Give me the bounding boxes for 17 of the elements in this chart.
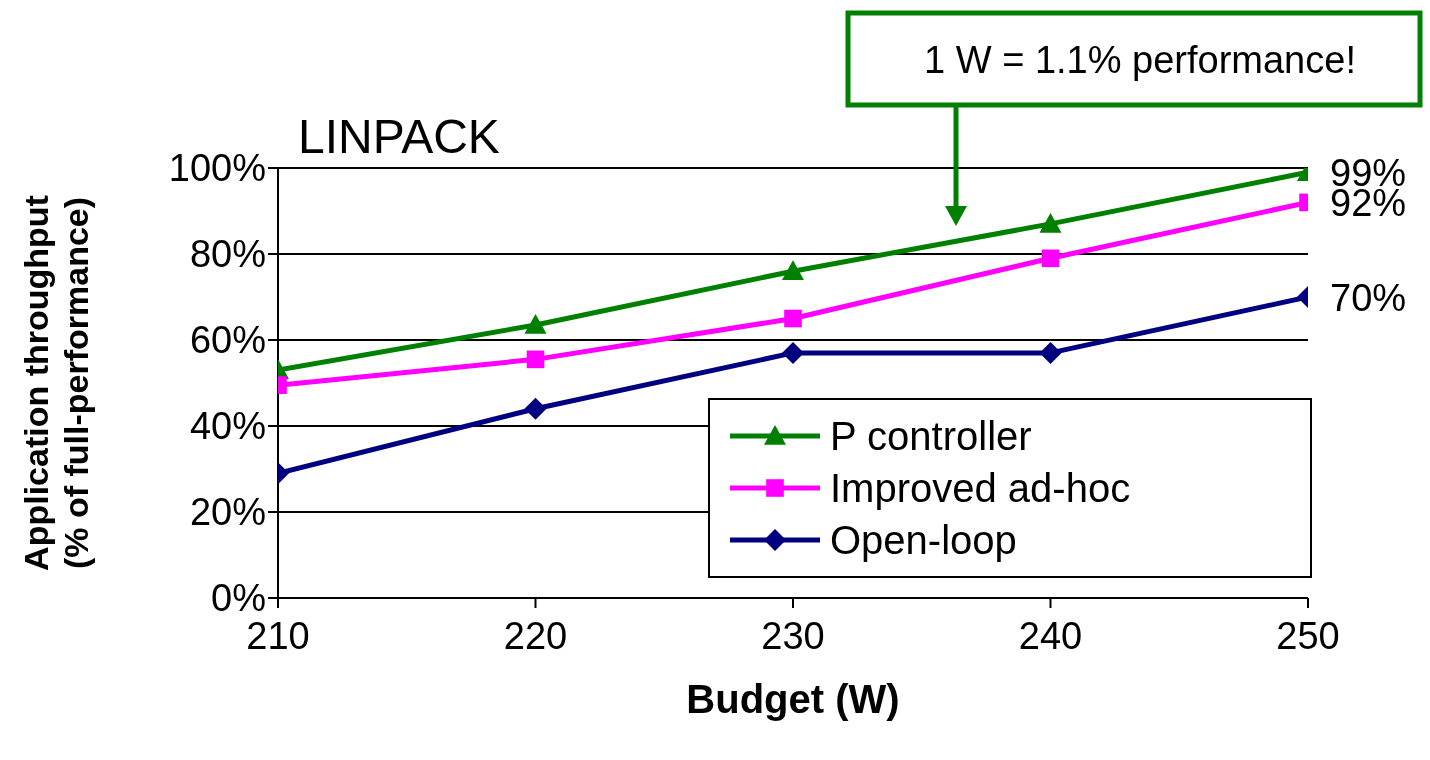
x-tick-label: 240 xyxy=(1018,614,1083,657)
y-axis-title: Application throughput (% of full-performance) xyxy=(17,195,95,571)
text: 1 W = 1.1% performance! xyxy=(924,39,1356,81)
data-label: 70% xyxy=(1330,277,1407,319)
x-tick-label: 230 xyxy=(761,614,825,657)
y-tick-label: 80% xyxy=(189,233,266,276)
y-tick-label: 20% xyxy=(189,491,266,534)
y-tick-label: 60% xyxy=(189,319,266,362)
y-tick-label: 100% xyxy=(168,147,266,190)
legend-label: P controller xyxy=(830,413,1032,459)
x-tick-label: 250 xyxy=(1276,614,1340,657)
x-axis-title: Budget (W) xyxy=(686,677,900,721)
x-tick-label: 220 xyxy=(503,614,568,657)
legend-label: Open-loop xyxy=(830,517,1017,563)
y-tick-label: 40% xyxy=(189,405,266,448)
legend-label: Improved ad-hoc xyxy=(830,465,1131,511)
chart-title: LINPACK xyxy=(298,110,500,163)
